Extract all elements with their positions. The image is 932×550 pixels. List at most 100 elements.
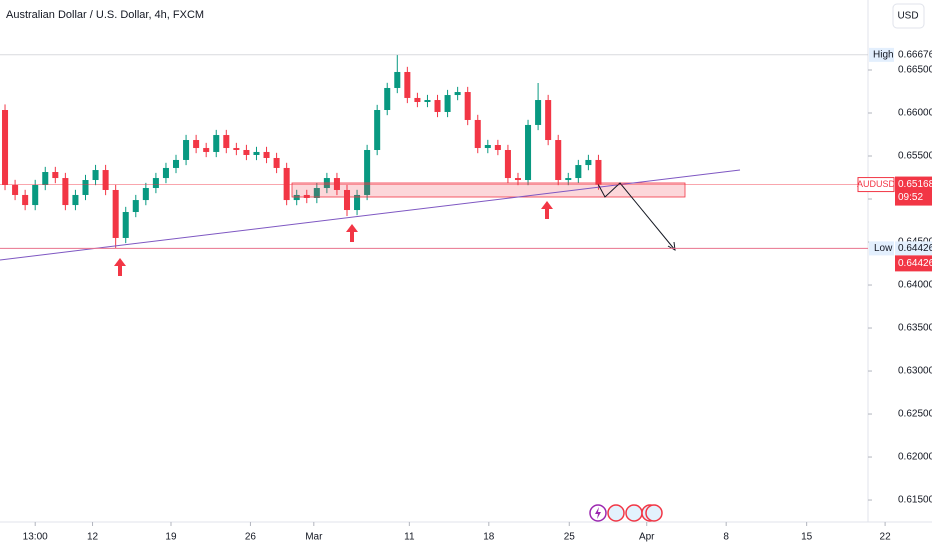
candle-body [183, 140, 190, 160]
candle-body [504, 149, 511, 179]
currency-button[interactable] [892, 3, 925, 29]
x-tick-label: 8 [723, 532, 729, 543]
x-tick-label: 19 [165, 532, 177, 543]
candle-body [213, 135, 220, 152]
x-tick-label: 12 [87, 532, 99, 543]
support-zone [291, 182, 686, 198]
low-label-box [869, 241, 894, 256]
candle-body [303, 194, 310, 198]
candle-body [545, 100, 552, 141]
candle-body [434, 100, 441, 112]
low-price-badge [895, 255, 932, 272]
candle-body [12, 184, 19, 195]
candle-body [193, 140, 200, 149]
low-value-box [895, 241, 932, 256]
last-price-value: 0.65168 [898, 179, 932, 190]
candle-body [22, 194, 29, 206]
candle-body [394, 71, 401, 88]
candle-body [354, 194, 361, 211]
candle-body [575, 165, 582, 179]
candle-body [92, 170, 99, 181]
candle-body [464, 92, 471, 120]
y-tick-label: 0.65500 [898, 151, 932, 162]
low-value: 0.64426 [898, 243, 932, 254]
x-tick-label: 13:00 [23, 532, 48, 543]
x-tick-label: 11 [404, 532, 415, 543]
candle-body [52, 172, 59, 179]
countdown: 09:52 [898, 192, 923, 203]
y-tick-label: 0.62000 [898, 452, 932, 463]
candle-body [102, 170, 109, 190]
candle-body [384, 87, 391, 111]
low-price-badge-label: 0.64426 [898, 258, 932, 269]
x-tick-label: Mar [305, 532, 323, 543]
candle-body [364, 149, 371, 195]
candle-body [273, 157, 280, 168]
candle-body [343, 189, 351, 211]
high-label-box [869, 47, 894, 62]
y-tick-label: 0.63000 [898, 366, 932, 377]
candle-body [595, 159, 602, 185]
projection-arrowhead [667, 241, 676, 251]
candle-body [444, 95, 451, 112]
candle-body [172, 159, 180, 168]
candle-body [142, 188, 149, 201]
candle-body [2, 110, 9, 185]
candle-body [333, 178, 340, 190]
symbol-badge [857, 177, 895, 193]
candle-body [122, 212, 129, 238]
x-tick-label: 22 [880, 532, 892, 543]
up-arrow [541, 201, 553, 219]
candle-body [162, 167, 169, 179]
x-tick-label: 18 [483, 532, 495, 543]
candle-body [112, 189, 119, 238]
chart-title: Australian Dollar / U.S. Dollar, 4h, FXC… [6, 9, 204, 21]
x-tick-label: Apr [639, 532, 655, 543]
x-tick-label: 26 [245, 532, 257, 543]
candle-body [42, 172, 49, 185]
candle-body [454, 92, 461, 96]
y-tick-label: 0.66000 [898, 108, 932, 119]
high-value: 0.66676 [898, 50, 932, 61]
candle-body [404, 71, 411, 98]
y-tick-label: 0.66500 [898, 65, 932, 76]
candle-body [72, 194, 79, 206]
event-icons [589, 504, 663, 522]
y-tick-label: 0.62500 [898, 409, 932, 420]
symbol-label: AUDUSD [857, 179, 896, 189]
candle-body [525, 124, 532, 181]
candle-body [62, 178, 69, 206]
candle-body [203, 148, 210, 152]
candle-body [283, 167, 290, 201]
candle-body [253, 151, 260, 155]
candle-body [424, 100, 431, 103]
x-tick-label: 25 [564, 532, 576, 543]
candle-body [223, 135, 230, 149]
candle-body [293, 194, 300, 201]
high-label: High [873, 50, 894, 61]
candle-body [484, 145, 491, 149]
last-price-badge [895, 176, 932, 206]
candle-body [233, 148, 240, 150]
candle-body [152, 178, 159, 189]
candle-body [132, 200, 139, 213]
currency-label[interactable]: USD [897, 11, 918, 22]
y-tick-label: 0.61500 [898, 495, 932, 506]
candle-body [555, 140, 562, 181]
candle-body [32, 184, 39, 206]
candle-body [313, 188, 320, 198]
candle-body [535, 100, 542, 125]
candle-body [494, 145, 501, 150]
candle-body [82, 180, 89, 195]
candle-body [374, 110, 381, 150]
candle-body [263, 151, 270, 158]
candle-body [585, 159, 592, 166]
plot-area [2, 54, 602, 249]
trend-line [0, 169, 741, 261]
x-tick-label: 15 [801, 532, 813, 543]
candle-body [414, 97, 421, 103]
up-arrow [114, 258, 126, 276]
y-tick-label: 0.64000 [898, 280, 932, 291]
